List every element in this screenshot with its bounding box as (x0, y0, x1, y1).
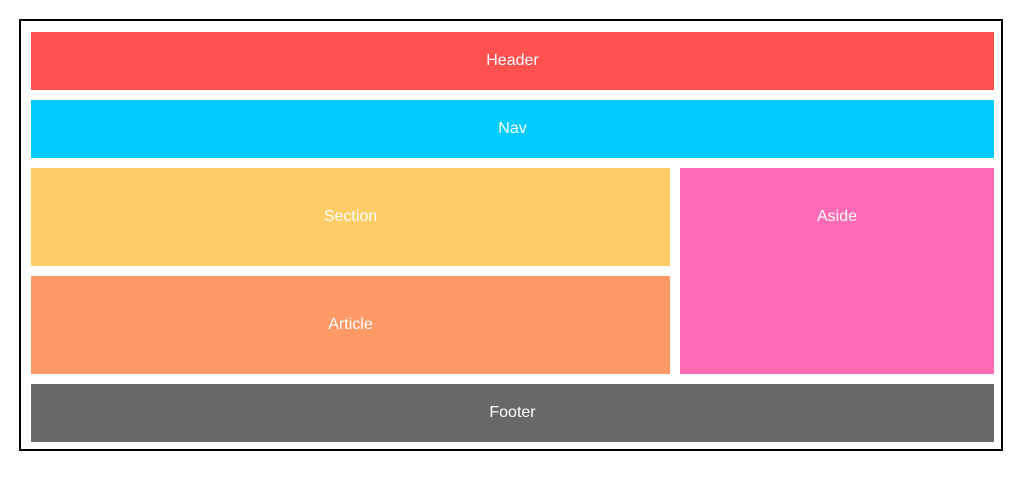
header-label: Header (486, 52, 539, 69)
footer-block: Footer (31, 384, 994, 442)
layout-container: Header Nav Section Article Aside Footer (19, 19, 1003, 451)
article-label: Article (328, 316, 373, 333)
aside-label: Aside (816, 208, 858, 225)
section-label: Section (323, 208, 378, 225)
aside-block: Aside (680, 168, 994, 374)
footer-label: Footer (489, 404, 536, 421)
nav-label: Nav (498, 120, 527, 137)
section-block: Section (31, 168, 670, 266)
header-block: Header (31, 32, 994, 90)
article-block: Article (31, 276, 670, 374)
nav-block: Nav (31, 100, 994, 158)
